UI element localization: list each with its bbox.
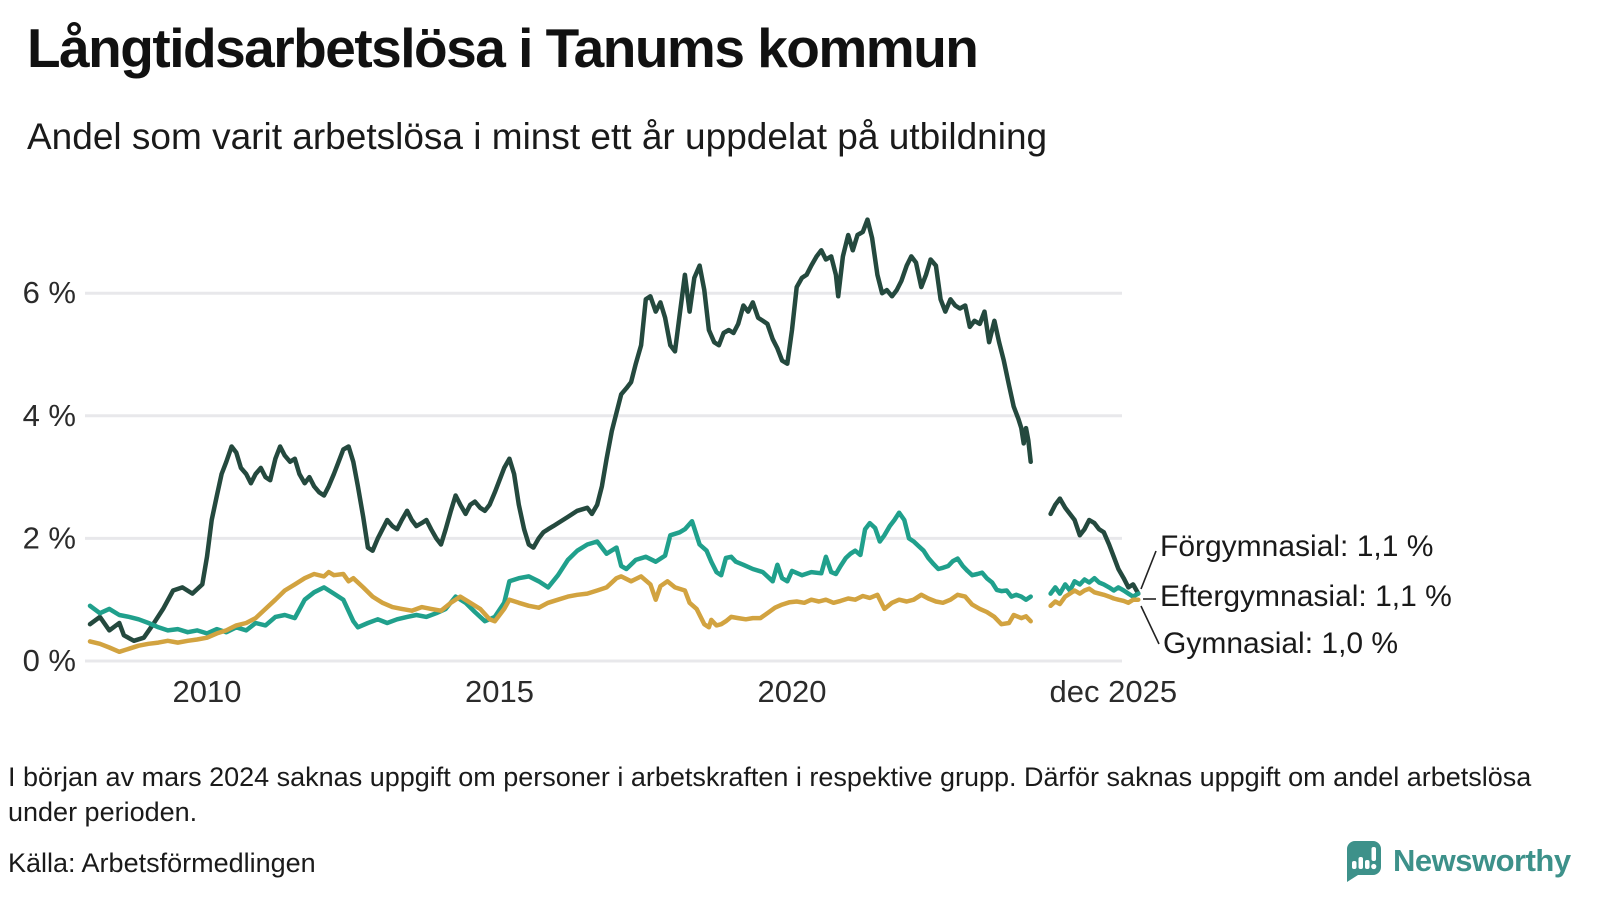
end-label-eftergymnasial: Eftergymnasial: 1,1 % (1160, 580, 1452, 613)
end-label-forgymnasial: Förgymnasial: 1,1 % (1160, 530, 1433, 563)
x-tick-2010: 2010 (173, 674, 242, 709)
x-tick-2020: 2020 (758, 674, 827, 709)
page-title: Långtidsarbetslösa i Tanums kommun (27, 17, 979, 79)
bar-icon-1 (1352, 861, 1357, 869)
series-line-eftergymnasial-seg1 (87, 510, 1033, 636)
series-lines (87, 217, 1141, 655)
exclamation-icon (1371, 847, 1376, 861)
bar-icon-2 (1358, 857, 1363, 869)
series-line-forgymnasial-seg1 (87, 217, 1033, 644)
series-line-gymnasial-seg1 (87, 569, 1033, 655)
connector-forgymnasial (1140, 550, 1157, 590)
newsworthy-chart-bubble-icon (1341, 839, 1383, 883)
chart-subtitle: Andel som varit arbetslösa i minst ett å… (27, 116, 1048, 157)
x-tick-2015: 2015 (465, 674, 534, 709)
footnote: I början av mars 2024 saknas uppgift om … (8, 762, 1532, 827)
end-labels: Förgymnasial: 1,1 % Eftergymnasial: 1,1 %… (1160, 530, 1452, 660)
y-tick-0: 0 % (23, 643, 76, 678)
newsworthy-logo-text: Newsworthy (1393, 843, 1571, 878)
x-axis-labels: 2010 2015 2020 dec 2025 (173, 674, 1178, 709)
y-axis-labels: 0 % 2 % 4 % 6 % (23, 275, 76, 678)
x-tick-dec-2025: dec 2025 (1050, 674, 1178, 709)
end-label-gymnasial: Gymnasial: 1,0 % (1163, 627, 1398, 660)
y-tick-2: 2 % (23, 520, 76, 555)
source-label: Källa: Arbetsförmedlingen (8, 848, 316, 878)
y-tick-6: 6 % (23, 275, 76, 310)
y-tick-4: 4 % (23, 398, 76, 433)
series-line-eftergymnasial-seg2 (1048, 575, 1141, 599)
bar-icon-3 (1365, 860, 1370, 869)
series-line-forgymnasial-seg2 (1048, 496, 1141, 596)
newsworthy-logo: Newsworthy (1341, 839, 1571, 883)
series-line-gymnasial-seg2 (1048, 586, 1141, 609)
gridlines (85, 291, 1122, 663)
connector-gymnasial (1140, 605, 1160, 645)
end-label-connectors (1140, 550, 1160, 645)
